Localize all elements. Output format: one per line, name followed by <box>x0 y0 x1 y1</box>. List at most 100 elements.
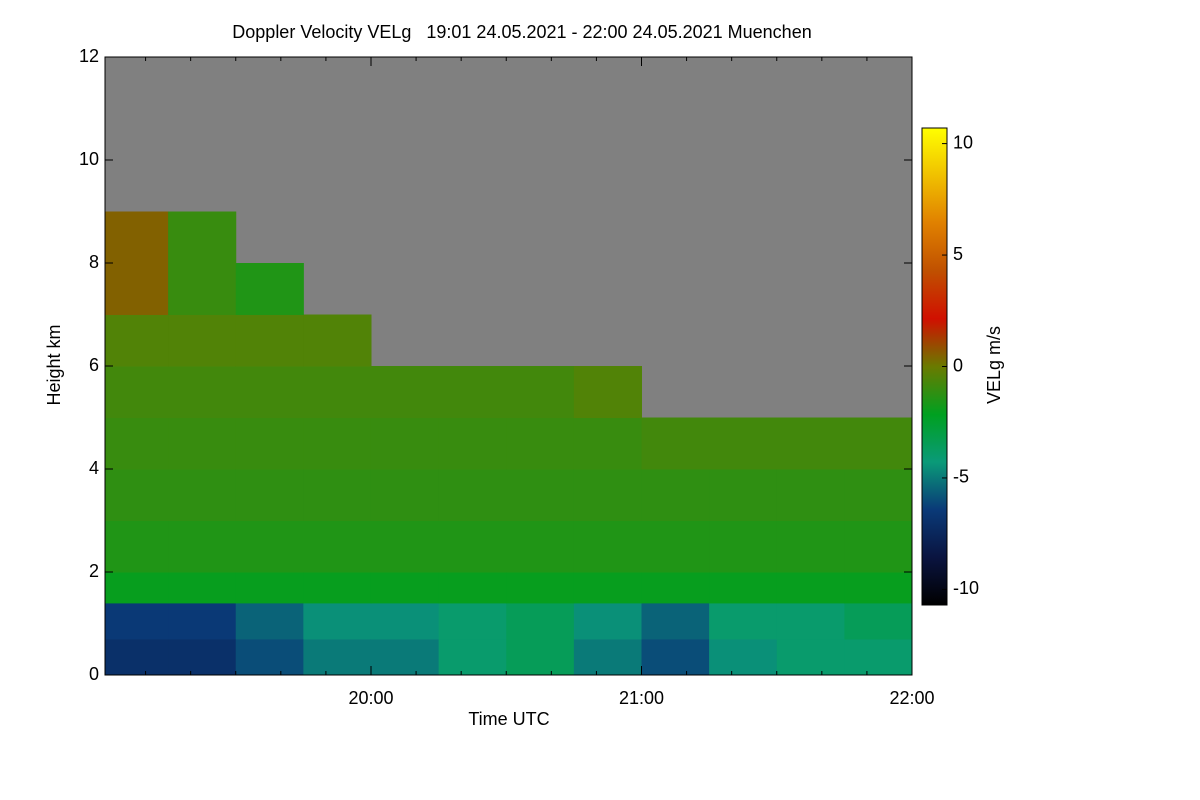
heatmap-cell <box>844 638 913 676</box>
heatmap-cell <box>438 520 507 573</box>
y-tick-label: 8 <box>89 252 99 272</box>
heatmap-cell <box>105 572 169 604</box>
y-tick-label: 4 <box>89 458 99 478</box>
y-tick-label: 0 <box>89 664 99 684</box>
heatmap-cell <box>235 417 304 470</box>
heatmap-cell <box>573 572 642 604</box>
heatmap-cell <box>709 520 778 573</box>
heatmap-cell <box>641 572 710 604</box>
heatmap-cell <box>776 520 845 573</box>
heatmap-cell <box>370 572 440 604</box>
heatmap-cell <box>168 366 237 418</box>
heatmap-cell <box>303 366 372 418</box>
heatmap-cell <box>168 638 237 676</box>
heatmap-cell <box>438 572 507 604</box>
heatmap-cell <box>709 469 778 521</box>
heatmap-cell <box>438 602 507 640</box>
heatmap-cell <box>370 469 440 521</box>
heatmap-cell <box>168 602 237 640</box>
colorbar-tick-label: 0 <box>953 355 963 375</box>
heatmap-cell <box>303 417 372 470</box>
heatmap-cell <box>105 520 169 573</box>
heatmap-cell <box>303 602 372 640</box>
heatmap-cell <box>235 572 304 604</box>
heatmap-cell <box>506 572 575 604</box>
heatmap-cell <box>235 520 304 573</box>
heatmap-cell <box>573 469 642 521</box>
heatmap-cell <box>506 417 575 470</box>
heatmap-cell <box>235 263 304 315</box>
heatmap-cell <box>370 366 440 418</box>
heatmap-cell <box>709 417 778 470</box>
heatmap-cell <box>573 417 642 470</box>
colorbar-tick-label: 10 <box>953 132 973 152</box>
heatmap-cell <box>709 572 778 604</box>
heatmap-cell <box>303 314 372 367</box>
heatmap-cell <box>303 638 372 676</box>
heatmap-cell <box>438 638 507 676</box>
heatmap-cell <box>506 638 575 676</box>
heatmap-cell <box>844 602 913 640</box>
heatmap-cell <box>641 602 710 640</box>
heatmap-cell <box>506 366 575 418</box>
heatmap-cell <box>844 520 913 573</box>
heatmap-cell <box>370 520 440 573</box>
heatmap-cell <box>506 520 575 573</box>
heatmap-cell <box>573 602 642 640</box>
x-tick-label: 21:00 <box>619 688 664 708</box>
heatmap-cell <box>105 211 169 264</box>
heatmap-cell <box>168 520 237 573</box>
heatmap-cell <box>370 638 440 676</box>
heatmap-cell <box>776 417 845 470</box>
y-tick-label: 10 <box>79 149 99 169</box>
heatmap-cell <box>168 572 237 604</box>
heatmap-cell <box>506 469 575 521</box>
y-tick-label: 6 <box>89 355 99 375</box>
x-tick-label: 22:00 <box>889 688 934 708</box>
heatmap-cell <box>438 366 507 418</box>
heatmap-cell <box>168 211 237 264</box>
y-tick-label: 2 <box>89 561 99 581</box>
heatmap-cell <box>506 602 575 640</box>
heatmap-cell <box>776 572 845 604</box>
heatmap-cell <box>105 469 169 521</box>
heatmap-cell <box>370 602 440 640</box>
heatmap-cell <box>235 366 304 418</box>
heatmap-cell <box>105 263 169 315</box>
y-tick-label: 12 <box>79 46 99 66</box>
colorbar-tick-label: 5 <box>953 244 963 264</box>
heatmap-cell <box>641 469 710 521</box>
heatmap-cell <box>438 469 507 521</box>
heatmap-cell <box>235 314 304 367</box>
heatmap-cell <box>709 638 778 676</box>
heatmap-cell <box>641 520 710 573</box>
heatmap-cell <box>776 469 845 521</box>
heatmap-cell <box>303 572 372 604</box>
heatmap-cell <box>235 469 304 521</box>
heatmap-cell <box>844 572 913 604</box>
heatmap-cell <box>776 602 845 640</box>
heatmap-cell <box>168 314 237 367</box>
colorbar-tick-label: -5 <box>953 467 969 487</box>
heatmap-cell <box>235 602 304 640</box>
heatmap-cell <box>709 602 778 640</box>
heatmap-cell <box>303 469 372 521</box>
heatmap-cell <box>641 417 710 470</box>
heatmap-cell <box>776 638 845 676</box>
x-axis-label: Time UTC <box>468 709 549 729</box>
heatmap-cell <box>573 366 642 418</box>
heatmap-cell <box>105 417 169 470</box>
heatmap-cell <box>370 417 440 470</box>
y-axis-label: Height km <box>44 324 64 405</box>
heatmap-cell <box>105 366 169 418</box>
heatmap-cell <box>168 469 237 521</box>
heatmap-cell <box>105 314 169 367</box>
heatmap-cell <box>573 520 642 573</box>
heatmap-cell <box>573 638 642 676</box>
heatmap-cell <box>844 417 913 470</box>
heatmap-cell <box>438 417 507 470</box>
colorbar-tick-label: -10 <box>953 578 979 598</box>
x-tick-label: 20:00 <box>348 688 393 708</box>
heatmap-cell <box>303 520 372 573</box>
heatmap-cell <box>168 263 237 315</box>
